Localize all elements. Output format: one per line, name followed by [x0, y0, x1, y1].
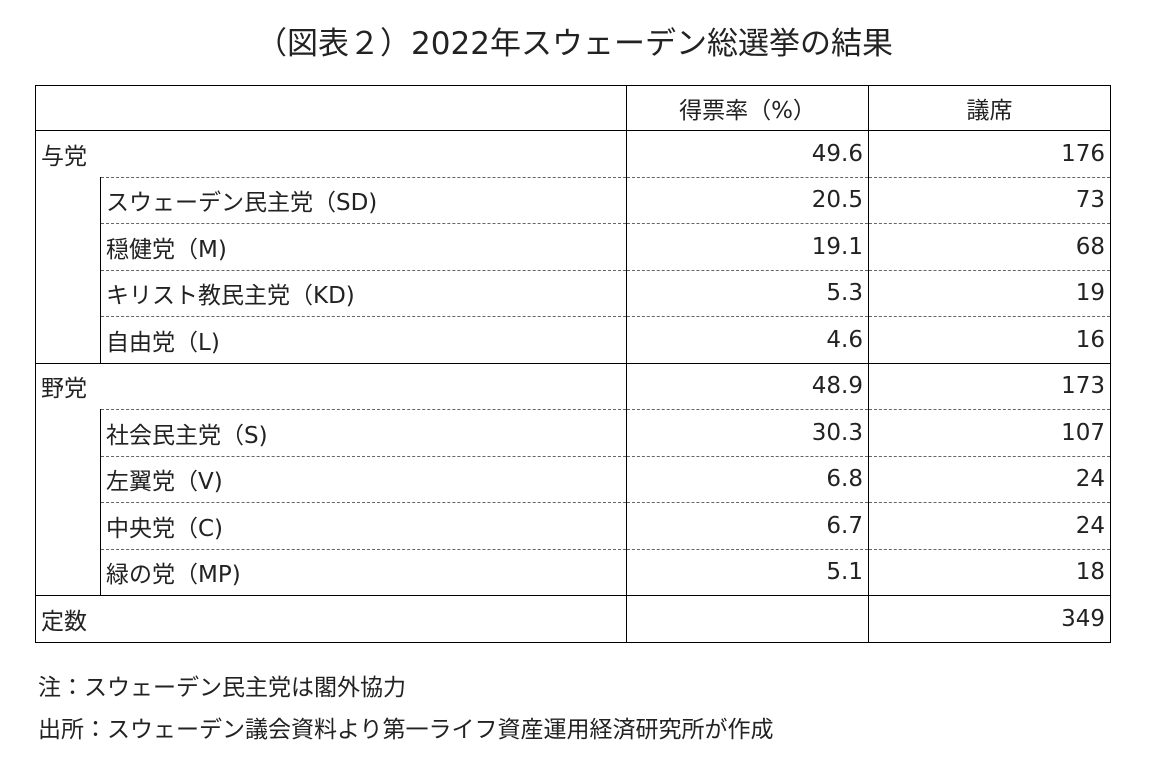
indent-cell [35, 502, 101, 549]
party-label: スウェーデン民主党（SD) [100, 176, 627, 224]
share-cell: 6.8 [626, 455, 869, 503]
table-body: 得票率（%） 議席 与党 49.6 176 スウェーデン民主党（SD) 20.5 73 穏健党（… [35, 85, 1111, 642]
share-cell [626, 595, 869, 642]
party-row: スウェーデン民主党（SD) 20.5 73 [35, 176, 1111, 224]
indent-cell [35, 316, 101, 363]
share-cell: 19.1 [626, 223, 869, 270]
share-cell: 30.3 [626, 409, 869, 456]
total-row: 定数 349 [35, 595, 1111, 642]
party-row: 緑の党（MP) 5.1 18 [35, 548, 1111, 596]
seats-cell: 73 [868, 176, 1111, 224]
title: （図表２）2022年スウェーデン総選挙の結果 [256, 26, 893, 62]
party-label: 左翼党（V) [100, 455, 627, 503]
seats-cell: 107 [868, 409, 1111, 456]
share-cell: 49.6 [626, 130, 869, 177]
seats-cell: 24 [868, 502, 1111, 549]
group-row: 与党 49.6 176 [35, 130, 1111, 177]
header-row: 得票率（%） 議席 [35, 85, 1111, 131]
header-cell [35, 85, 627, 131]
party-row: 中央党（C) 6.7 24 [35, 502, 1111, 549]
indent-cell [35, 549, 101, 596]
party-row: 左翼党（V) 6.8 24 [35, 455, 1111, 503]
seats-cell: 349 [868, 595, 1111, 642]
seats-cell: 173 [868, 362, 1111, 410]
share-cell: 6.7 [626, 502, 869, 549]
group-row: 野党 48.9 173 [35, 362, 1111, 410]
indent-cell [35, 177, 101, 224]
party-label: 自由党（L) [100, 316, 627, 363]
group-label: 与党 [35, 130, 627, 177]
party-label: 社会民主党（S) [100, 409, 627, 456]
source: 出所：スウェーデン議会資料より第一ライフ資産運用経済研究所が作成 [38, 717, 774, 743]
results-table: 得票率（%） 議席 与党 49.6 176 スウェーデン民主党（SD) 20.5 73 穏健党（… [35, 85, 1111, 643]
seats-cell: 68 [868, 223, 1111, 270]
seats-cell: 24 [868, 455, 1111, 503]
seats-cell: 19 [868, 269, 1111, 317]
header-cell: 得票率（%） [626, 85, 869, 131]
share-cell: 5.3 [626, 269, 869, 317]
share-cell: 20.5 [626, 176, 869, 224]
group-label: 野党 [35, 362, 627, 410]
seats-cell: 18 [868, 548, 1111, 596]
share-cell: 48.9 [626, 362, 869, 410]
party-label: キリスト教民主党（KD) [100, 269, 627, 317]
party-row: 自由党（L) 4.6 16 [35, 316, 1111, 363]
party-row: 社会民主党（S) 30.3 107 [35, 409, 1111, 456]
share-cell: 4.6 [626, 316, 869, 363]
indent-cell [35, 409, 101, 456]
party-row: 穏健党（M) 19.1 68 [35, 223, 1111, 270]
indent-cell [35, 223, 101, 270]
party-label: 緑の党（MP) [100, 548, 627, 596]
total-label: 定数 [35, 595, 627, 642]
share-cell: 5.1 [626, 548, 869, 596]
indent-cell [35, 456, 101, 503]
seats-cell: 176 [868, 130, 1111, 177]
note: 注：スウェーデン民主党は閣外協力 [38, 675, 406, 701]
party-label: 中央党（C) [100, 502, 627, 549]
seats-cell: 16 [868, 316, 1111, 363]
party-label: 穏健党（M) [100, 223, 627, 270]
party-row: キリスト教民主党（KD) 5.3 19 [35, 269, 1111, 317]
indent-cell [35, 270, 101, 317]
header-cell: 議席 [868, 85, 1111, 131]
